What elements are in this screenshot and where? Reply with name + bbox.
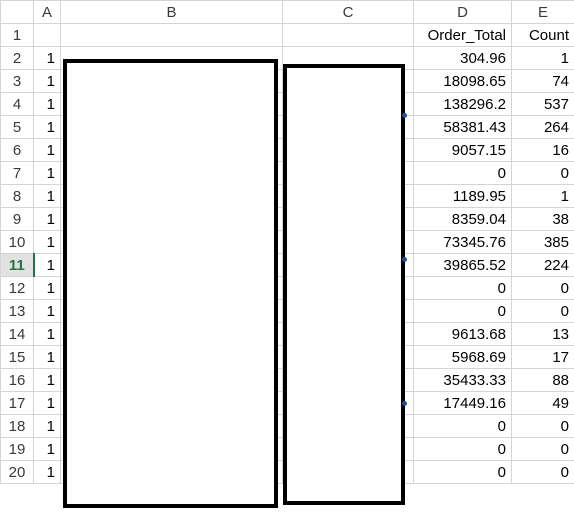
column-header-a[interactable]: A (33, 0, 61, 24)
cell-a[interactable]: 1 (33, 46, 61, 70)
cell-d[interactable]: Order_Total (413, 23, 512, 47)
column-header-d[interactable]: D (413, 0, 512, 24)
cell-d[interactable]: 0 (413, 299, 512, 323)
cell-e[interactable]: 385 (511, 230, 574, 254)
cell-a[interactable]: 1 (33, 69, 61, 93)
cell-e[interactable]: 1 (511, 46, 574, 70)
cell-d[interactable]: 0 (413, 460, 512, 484)
cell-a[interactable]: 1 (33, 138, 61, 162)
cell-a[interactable]: 1 (33, 207, 61, 231)
row-header[interactable]: 13 (0, 299, 34, 323)
cell-a[interactable]: 1 (33, 322, 61, 346)
cell-e[interactable]: 0 (511, 276, 574, 300)
row-header[interactable]: 14 (0, 322, 34, 346)
cell-d[interactable]: 138296.2 (413, 92, 512, 116)
cell-a[interactable]: 1 (33, 161, 61, 185)
cell-e[interactable]: 0 (511, 161, 574, 185)
cell-a[interactable]: 1 (33, 460, 61, 484)
cell-e[interactable]: 13 (511, 322, 574, 346)
cell-e[interactable]: 38 (511, 207, 574, 231)
row-header[interactable]: 17 (0, 391, 34, 415)
cell-e[interactable]: 0 (511, 414, 574, 438)
cell-a[interactable]: 1 (33, 115, 61, 139)
row-header[interactable]: 7 (0, 161, 34, 185)
row-header[interactable]: 9 (0, 207, 34, 231)
cell-d[interactable]: 18098.65 (413, 69, 512, 93)
row-header[interactable]: 8 (0, 184, 34, 208)
cell-a[interactable]: 1 (33, 391, 61, 415)
row-header[interactable]: 3 (0, 69, 34, 93)
cell-e[interactable]: 74 (511, 69, 574, 93)
cell-d[interactable]: 35433.33 (413, 368, 512, 392)
row-header[interactable]: 5 (0, 115, 34, 139)
cell-a[interactable]: 1 (33, 253, 61, 277)
cell-d[interactable]: 9057.15 (413, 138, 512, 162)
cell-e[interactable]: 224 (511, 253, 574, 277)
column-header-e[interactable]: E (511, 0, 574, 24)
row-header[interactable]: 11 (0, 253, 35, 277)
cell-e[interactable]: 16 (511, 138, 574, 162)
cell-d[interactable]: 8359.04 (413, 207, 512, 231)
cell-a[interactable]: 1 (33, 184, 61, 208)
cell-d[interactable]: 0 (413, 414, 512, 438)
cell-marker-dot (402, 113, 407, 118)
cell-a[interactable] (33, 23, 61, 47)
cell-a[interactable]: 1 (33, 299, 61, 323)
cell-e[interactable]: 0 (511, 299, 574, 323)
cell-e[interactable]: Count (511, 23, 574, 47)
cell-a[interactable]: 1 (33, 437, 61, 461)
cell-b[interactable] (60, 23, 283, 47)
column-header-row: A B C D E (0, 0, 574, 24)
select-all-corner[interactable] (0, 0, 34, 24)
cell-d[interactable]: 0 (413, 276, 512, 300)
table-row: 1 Order_Total Count (0, 23, 574, 47)
cell-d[interactable]: 304.96 (413, 46, 512, 70)
row-header[interactable]: 2 (0, 46, 34, 70)
cell-a[interactable]: 1 (33, 368, 61, 392)
row-header[interactable]: 19 (0, 437, 34, 461)
cell-d[interactable]: 5968.69 (413, 345, 512, 369)
cell-a[interactable]: 1 (33, 230, 61, 254)
cell-e[interactable]: 0 (511, 437, 574, 461)
cell-d[interactable]: 0 (413, 161, 512, 185)
cell-d[interactable]: 58381.43 (413, 115, 512, 139)
row-header[interactable]: 1 (0, 23, 34, 47)
cell-d[interactable]: 17449.16 (413, 391, 512, 415)
cell-a[interactable]: 1 (33, 345, 61, 369)
cell-a[interactable]: 1 (33, 414, 61, 438)
row-header[interactable]: 4 (0, 92, 34, 116)
cell-d[interactable]: 9613.68 (413, 322, 512, 346)
row-header[interactable]: 16 (0, 368, 34, 392)
cell-e[interactable]: 49 (511, 391, 574, 415)
cell-e[interactable]: 0 (511, 460, 574, 484)
cell-e[interactable]: 88 (511, 368, 574, 392)
cell-e[interactable]: 537 (511, 92, 574, 116)
row-header[interactable]: 6 (0, 138, 34, 162)
cell-c[interactable] (282, 23, 414, 47)
cell-a[interactable]: 1 (33, 92, 61, 116)
cell-d[interactable]: 0 (413, 437, 512, 461)
row-header[interactable]: 12 (0, 276, 34, 300)
cell-e[interactable]: 17 (511, 345, 574, 369)
cell-e[interactable]: 1 (511, 184, 574, 208)
cell-marker-dot (402, 401, 407, 406)
cell-a[interactable]: 1 (33, 276, 61, 300)
column-header-c[interactable]: C (282, 0, 414, 24)
column-header-b[interactable]: B (60, 0, 283, 24)
row-header[interactable]: 15 (0, 345, 34, 369)
cell-d[interactable]: 39865.52 (413, 253, 512, 277)
cell-d[interactable]: 73345.76 (413, 230, 512, 254)
cell-d[interactable]: 1189.95 (413, 184, 512, 208)
cell-marker-dot (402, 257, 407, 262)
redaction-box-column-c (283, 64, 405, 505)
row-header[interactable]: 20 (0, 460, 34, 484)
cell-e[interactable]: 264 (511, 115, 574, 139)
row-header[interactable]: 10 (0, 230, 34, 254)
redaction-box-column-b (63, 59, 278, 508)
row-header[interactable]: 18 (0, 414, 34, 438)
